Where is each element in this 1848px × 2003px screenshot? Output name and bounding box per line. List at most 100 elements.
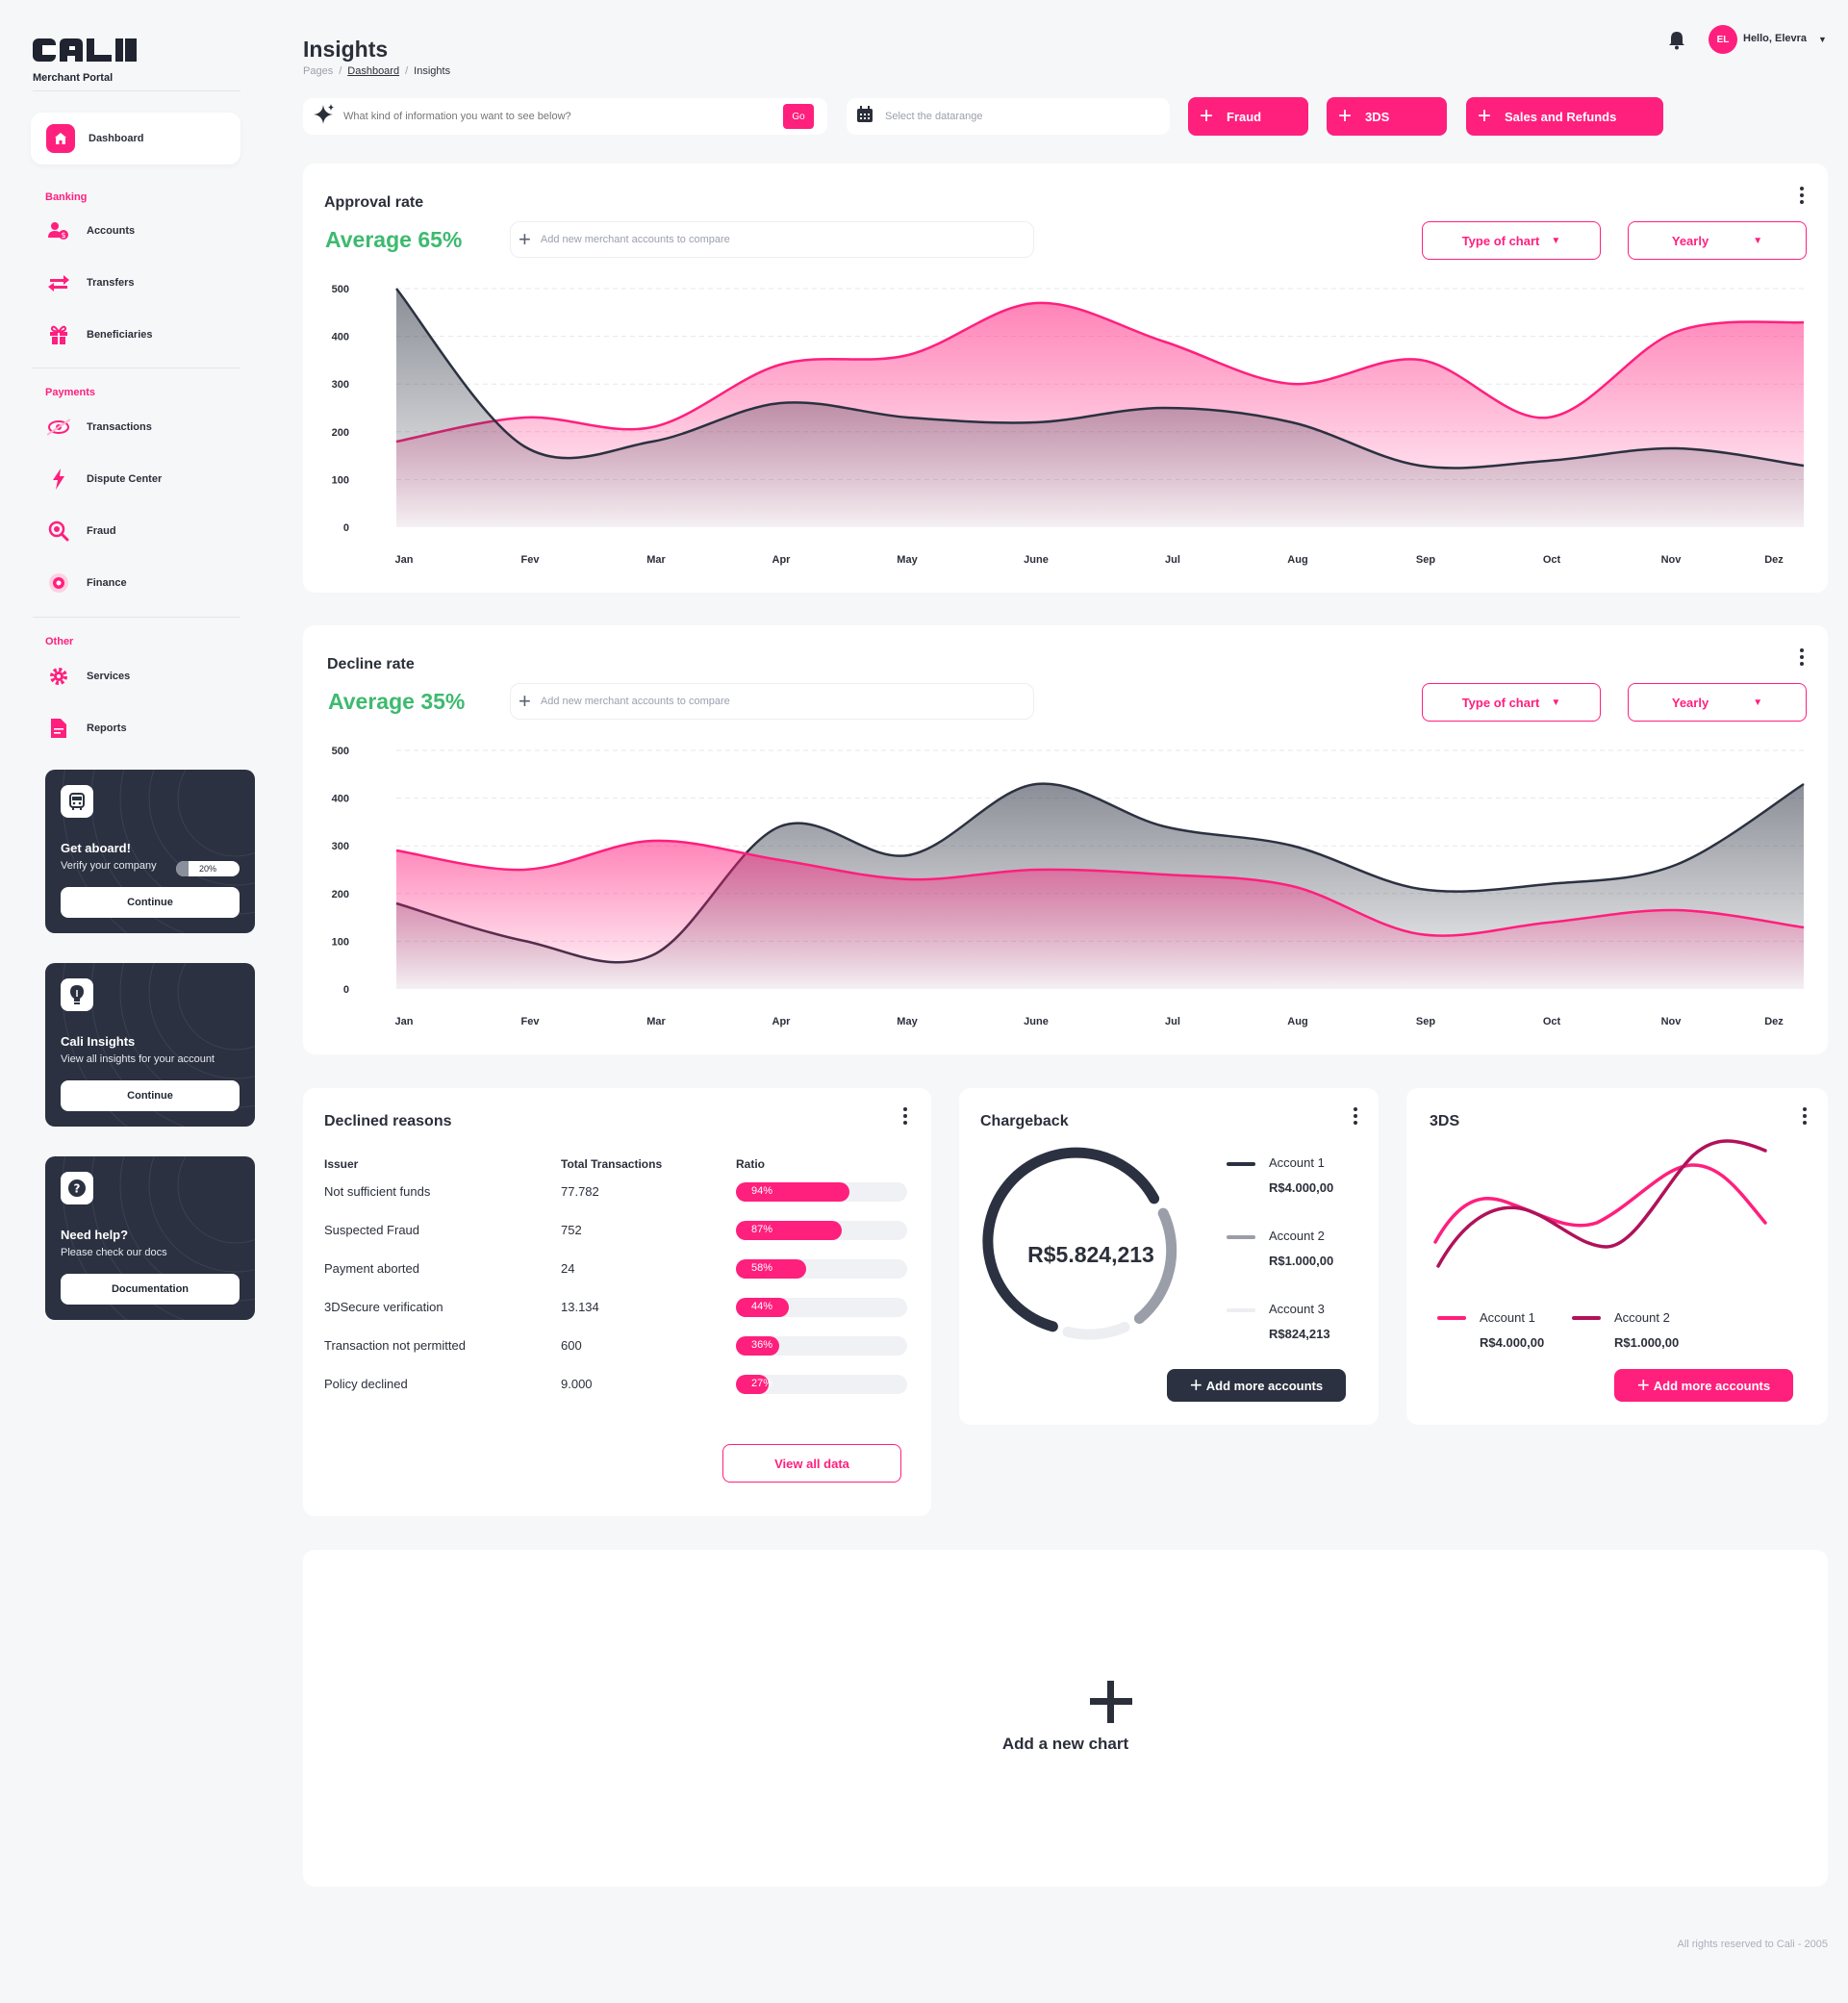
date-range-picker[interactable]: Select the datarange bbox=[847, 98, 1170, 135]
more-options-icon[interactable] bbox=[1803, 1107, 1809, 1128]
ratio-bar: 27% bbox=[736, 1375, 907, 1394]
button-label: Fraud bbox=[1227, 109, 1262, 124]
footer-copyright: All rights reserved to Cali - 2005 bbox=[1677, 1939, 1828, 1950]
type-of-chart-dropdown[interactable]: Type of chart ▼ bbox=[1422, 221, 1601, 260]
compare-accounts-input[interactable]: + Add new merchant accounts to compare bbox=[510, 221, 1034, 258]
documentation-button[interactable]: Documentation bbox=[61, 1274, 240, 1305]
chevron-down-icon[interactable]: ▼ bbox=[1818, 35, 1827, 44]
bell-icon[interactable] bbox=[1668, 31, 1685, 55]
x-tick-label: Aug bbox=[1287, 1016, 1307, 1027]
series-area bbox=[396, 289, 1804, 527]
card-title: Declined reasons bbox=[324, 1113, 452, 1129]
sidebar-item-label: Beneficiaries bbox=[87, 329, 153, 341]
divider bbox=[33, 617, 240, 618]
progress-fill bbox=[176, 861, 190, 876]
accounts-icon: $ bbox=[46, 218, 71, 243]
more-options-icon[interactable] bbox=[1800, 648, 1806, 669]
compare-accounts-input[interactable]: + Add new merchant accounts to compare bbox=[510, 683, 1034, 720]
promo-subtitle: Verify your company bbox=[61, 860, 157, 872]
gear-icon bbox=[46, 664, 71, 689]
user-greeting[interactable]: Hello, Elevra bbox=[1743, 33, 1808, 44]
sidebar-item-dispute-center[interactable]: Dispute Center bbox=[46, 465, 162, 494]
sidebar-item-transfers[interactable]: Transfers bbox=[46, 268, 135, 297]
add-fraud-button[interactable]: + Fraud bbox=[1188, 97, 1308, 136]
add-sales-refunds-button[interactable]: + Sales and Refunds bbox=[1466, 97, 1663, 136]
breadcrumb-separator: / bbox=[405, 65, 409, 77]
view-all-data-button[interactable]: View all data bbox=[722, 1444, 901, 1483]
sidebar-item-beneficiaries[interactable]: Beneficiaries bbox=[46, 320, 152, 349]
total-cell: 752 bbox=[561, 1223, 582, 1237]
legend-account-name: Account 1 bbox=[1480, 1310, 1535, 1325]
y-tick-label: 100 bbox=[332, 474, 349, 486]
legend-swatch bbox=[1572, 1316, 1601, 1320]
ratio-label: 58% bbox=[751, 1262, 773, 1274]
breadcrumb-dashboard[interactable]: Dashboard bbox=[347, 65, 400, 77]
breadcrumb-pages[interactable]: Pages bbox=[303, 65, 334, 77]
promo-subtitle: View all insights for your account bbox=[61, 1053, 215, 1065]
section-payments: Payments bbox=[45, 387, 95, 398]
ratio-fill: 94% bbox=[736, 1182, 849, 1202]
transactions-icon bbox=[46, 415, 71, 440]
series-line bbox=[395, 288, 1805, 469]
plus-icon: + bbox=[1338, 103, 1353, 129]
legend-account-value: R$824,213 bbox=[1269, 1327, 1330, 1341]
caret-down-icon: ▼ bbox=[1753, 235, 1763, 246]
issuer-cell: Suspected Fraud bbox=[324, 1223, 420, 1237]
plus-icon: + bbox=[1200, 103, 1214, 129]
avatar[interactable]: EL bbox=[1709, 25, 1737, 54]
3ds-line-chart bbox=[1433, 1139, 1767, 1268]
caret-down-icon: ▼ bbox=[1551, 235, 1561, 246]
question-icon: ? bbox=[61, 1172, 93, 1204]
logo[interactable]: Merchant Portal bbox=[33, 35, 139, 84]
period-dropdown[interactable]: Yearly ▼ bbox=[1628, 683, 1807, 722]
x-tick-label: Aug bbox=[1287, 554, 1307, 566]
type-of-chart-dropdown[interactable]: Type of chart ▼ bbox=[1422, 683, 1601, 722]
section-banking: Banking bbox=[45, 191, 88, 203]
decline-rate-card: Decline rate Average 35% + Add new merch… bbox=[303, 625, 1828, 1054]
period-dropdown[interactable]: Yearly ▼ bbox=[1628, 221, 1807, 260]
add-more-accounts-button[interactable]: + Add more accounts bbox=[1167, 1369, 1346, 1402]
y-tick-label: 200 bbox=[332, 889, 349, 900]
x-tick-label: Sep bbox=[1416, 554, 1435, 566]
sidebar-item-transactions[interactable]: Transactions bbox=[46, 413, 152, 442]
go-button[interactable]: Go bbox=[783, 104, 814, 129]
sidebar-item-fraud[interactable]: Fraud bbox=[46, 517, 116, 545]
sidebar-item-dashboard[interactable]: Dashboard bbox=[31, 113, 240, 165]
series-line-account-1 bbox=[1433, 1163, 1767, 1244]
legend-swatch bbox=[1227, 1235, 1255, 1239]
promo-title: Get aboard! bbox=[61, 841, 131, 855]
3ds-card: 3DS Account 1 R$4.000,00 Account 2 R$1.0… bbox=[1406, 1088, 1828, 1425]
continue-button[interactable]: Continue bbox=[61, 887, 240, 918]
sidebar-item-label: Fraud bbox=[87, 525, 116, 537]
add-new-chart-card[interactable]: Add a new chart bbox=[303, 1550, 1828, 1887]
promo-subtitle: Please check our docs bbox=[61, 1247, 167, 1258]
x-tick-label: Jan bbox=[395, 554, 414, 566]
progress-bar: 20% bbox=[176, 861, 240, 876]
declined-reasons-card: Declined reasons Issuer Total Transactio… bbox=[303, 1088, 931, 1516]
search-input[interactable] bbox=[343, 111, 767, 122]
legend-account-name: Account 1 bbox=[1269, 1155, 1325, 1170]
sidebar-item-accounts[interactable]: $ Accounts bbox=[46, 216, 135, 245]
add-3ds-button[interactable]: +3DS bbox=[1327, 97, 1447, 136]
more-options-icon[interactable] bbox=[1800, 187, 1806, 207]
x-tick-label: Oct bbox=[1543, 1016, 1561, 1027]
x-tick-label: Nov bbox=[1661, 1016, 1683, 1027]
sidebar-item-services[interactable]: Services bbox=[46, 662, 130, 691]
column-header-total: Total Transactions bbox=[561, 1157, 663, 1171]
plus-icon: + bbox=[1189, 1373, 1202, 1397]
add-more-accounts-button[interactable]: + Add more accounts bbox=[1614, 1369, 1793, 1402]
more-options-icon[interactable] bbox=[903, 1107, 909, 1128]
x-tick-label: June bbox=[1024, 1016, 1049, 1027]
sidebar-item-finance[interactable]: Finance bbox=[46, 569, 127, 597]
sidebar-item-reports[interactable]: Reports bbox=[46, 714, 127, 743]
decline-area-chart: 0 100 200 300 400 500 Jan Fev Mar Apr May June Jul Au… bbox=[332, 746, 1805, 1027]
total-cell: 600 bbox=[561, 1338, 582, 1353]
more-options-icon[interactable] bbox=[1354, 1107, 1359, 1128]
breadcrumb-separator: / bbox=[339, 65, 342, 77]
sidebar-item-label: Dashboard bbox=[89, 133, 144, 144]
x-tick-label: Fev bbox=[521, 1016, 541, 1027]
ratio-bar: 44% bbox=[736, 1298, 907, 1317]
continue-button[interactable]: Continue bbox=[61, 1080, 240, 1111]
x-tick-label: May bbox=[897, 1016, 918, 1027]
progress-label: 20% bbox=[198, 864, 216, 874]
